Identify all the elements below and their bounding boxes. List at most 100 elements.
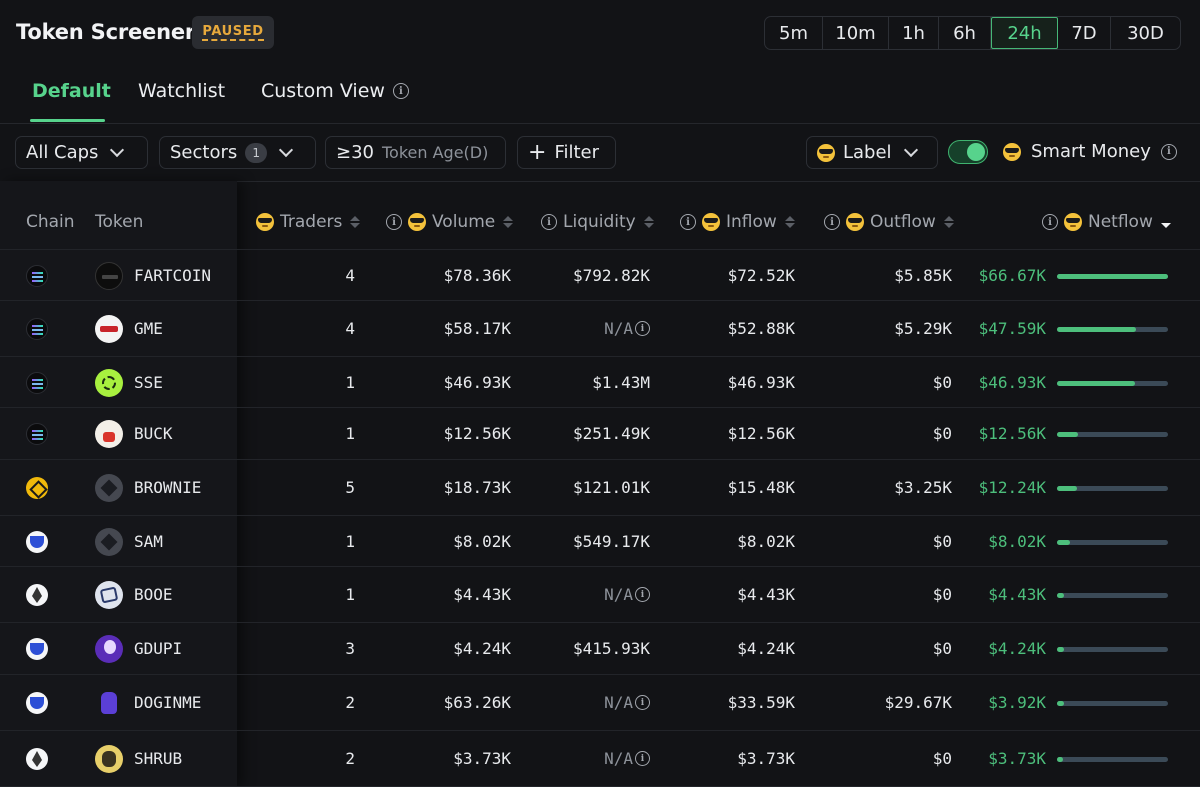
netflow-bar-fill <box>1057 327 1136 332</box>
label-dropdown[interactable]: Label <box>806 136 938 169</box>
divider <box>0 249 1200 250</box>
token-name[interactable]: SAM <box>134 531 163 551</box>
timeframe-selector: 5m 10m 1h 6h 24h 7D 30D <box>764 16 1181 50</box>
netflow-cell: $3.73K <box>988 749 1046 768</box>
token-name[interactable]: BROWNIE <box>134 478 202 497</box>
sectors-dropdown[interactable]: Sectors 1 <box>159 136 316 169</box>
token-name[interactable]: BUCK <box>134 424 173 443</box>
table-row[interactable]: SHRUB 2 $3.73K N/A i $3.73K $0 $3.73K <box>0 731 1200 787</box>
token-age-label: Token Age(D) <box>382 143 489 162</box>
tab-default[interactable]: Default <box>32 80 111 102</box>
token-age-filter[interactable]: ≥30 Token Age(D) <box>325 136 506 169</box>
timeframe-24h[interactable]: 24h <box>991 17 1058 49</box>
timeframe-1h[interactable]: 1h <box>889 17 939 49</box>
doginme-icon <box>95 689 123 717</box>
info-icon[interactable]: i <box>635 751 650 766</box>
liquidity-cell: $251.49K <box>572 424 650 443</box>
info-icon[interactable]: i <box>635 587 650 602</box>
divider <box>0 300 1200 301</box>
header-token: Token <box>95 212 144 232</box>
info-icon[interactable]: i <box>824 214 840 230</box>
timeframe-10m[interactable]: 10m <box>823 17 889 49</box>
table-row[interactable]: GDUPI 3 $4.24K $415.93K $4.24K $0 $4.24K <box>0 623 1200 675</box>
token-name[interactable]: GME <box>134 319 163 338</box>
token-name[interactable]: SHRUB <box>134 749 183 768</box>
liquidity-cell: N/A i <box>604 585 650 604</box>
tab-custom-view[interactable]: Custom View i <box>261 80 409 102</box>
token-name[interactable]: BOOE <box>134 585 173 604</box>
divider <box>0 181 1200 182</box>
timeframe-6h[interactable]: 6h <box>939 17 991 49</box>
inflow-cell: $33.59K <box>727 693 795 712</box>
info-icon[interactable]: i <box>541 214 557 230</box>
header-volume-label: Volume <box>432 212 496 232</box>
header-traders[interactable]: Traders <box>256 212 361 232</box>
divider <box>0 515 1200 516</box>
info-icon[interactable]: i <box>635 321 650 336</box>
outflow-cell: $3.25K <box>894 478 952 497</box>
netflow-bar-fill <box>1057 593 1064 598</box>
inflow-cell: $4.24K <box>737 639 795 658</box>
plus-icon: + <box>528 139 547 165</box>
table-row[interactable]: BUCK 1 $12.56K $251.49K $12.56K $0 $12.56K <box>0 408 1200 460</box>
table-row[interactable]: DOGINME 2 $63.26K N/A i $33.59K $29.67K $3.92K <box>0 675 1200 731</box>
liquidity-cell: N/A i <box>604 693 650 712</box>
smart-money-toggle[interactable] <box>948 140 988 164</box>
sunglasses-emoji-icon <box>702 213 720 231</box>
table-row[interactable]: BROWNIE 5 $18.73K $121.01K $15.48K $3.25K $12.… <box>0 460 1200 516</box>
netflow-bar <box>1057 273 1168 279</box>
header-outflow[interactable]: i Outflow <box>824 212 954 232</box>
timeframe-7d[interactable]: 7D <box>1058 17 1111 49</box>
netflow-bar-fill <box>1057 380 1135 386</box>
netflow-bar-fill <box>1057 539 1070 545</box>
info-icon[interactable]: i <box>1160 143 1177 160</box>
liquidity-cell: $1.43M <box>592 372 650 392</box>
header-traders-label: Traders <box>280 212 343 232</box>
outflow-cell: $5.29K <box>894 319 952 338</box>
inflow-cell: $3.73K <box>737 749 795 768</box>
netflow-bar <box>1057 327 1168 332</box>
outflow-cell: $0 <box>932 424 952 443</box>
divider <box>0 622 1200 623</box>
table-row[interactable]: BOOE 1 $4.43K N/A i $4.43K $0 $4.43K <box>0 567 1200 623</box>
table-row[interactable]: FARTCOIN 4 $78.36K $792.82K $72.52K $5.85K $66… <box>0 250 1200 301</box>
token-name[interactable]: GDUPI <box>134 639 183 658</box>
info-icon[interactable]: i <box>1042 214 1058 230</box>
divider <box>0 674 1200 675</box>
header-inflow-label: Inflow <box>726 212 777 232</box>
add-filter-button[interactable]: + Filter <box>517 136 616 169</box>
info-icon[interactable]: i <box>635 695 650 710</box>
table-row[interactable]: GME 4 $58.17K N/A i $52.88K $5.29K $47.59K <box>0 301 1200 357</box>
netflow-bar-fill <box>1057 647 1064 652</box>
fartcoin-icon <box>95 261 123 290</box>
header-volume[interactable]: i Volume <box>386 212 514 232</box>
timeframe-5m[interactable]: 5m <box>765 17 823 49</box>
header-inflow[interactable]: i Inflow <box>680 212 795 232</box>
header-liquidity[interactable]: i Liquidity <box>541 212 654 232</box>
header-netflow[interactable]: i Netflow <box>1042 212 1171 232</box>
timeframe-30d[interactable]: 30D <box>1127 22 1164 44</box>
netflow-bar <box>1057 701 1168 706</box>
table-row[interactable]: SAM 1 $8.02K $549.17K $8.02K $0 $8.02K <box>0 516 1200 567</box>
caps-dropdown[interactable]: All Caps <box>15 136 148 169</box>
solana-chain-icon <box>26 423 48 445</box>
volume-cell: $8.02K <box>453 531 511 551</box>
sort-icon <box>503 216 514 228</box>
table-row[interactable]: SSE 1 $46.93K $1.43M $46.93K $0 $46.93K <box>0 357 1200 408</box>
token-name[interactable]: FARTCOIN <box>134 265 212 285</box>
tab-watchlist[interactable]: Watchlist <box>138 80 226 102</box>
outflow-cell: $0 <box>932 531 952 551</box>
netflow-cell: $8.02K <box>988 531 1046 551</box>
sunglasses-emoji-icon <box>256 213 274 231</box>
netflow-cell: $3.92K <box>988 693 1046 712</box>
chevron-down-icon <box>903 142 918 158</box>
booe-icon <box>95 581 123 609</box>
info-icon[interactable]: i <box>392 83 409 99</box>
info-icon[interactable]: i <box>680 214 696 230</box>
liquidity-value: N/A <box>604 749 633 768</box>
info-icon[interactable]: i <box>386 214 402 230</box>
token-name[interactable]: DOGINME <box>134 693 202 712</box>
outflow-cell: $0 <box>932 372 952 392</box>
traders-cell: 1 <box>345 531 355 551</box>
token-name[interactable]: SSE <box>134 372 163 392</box>
